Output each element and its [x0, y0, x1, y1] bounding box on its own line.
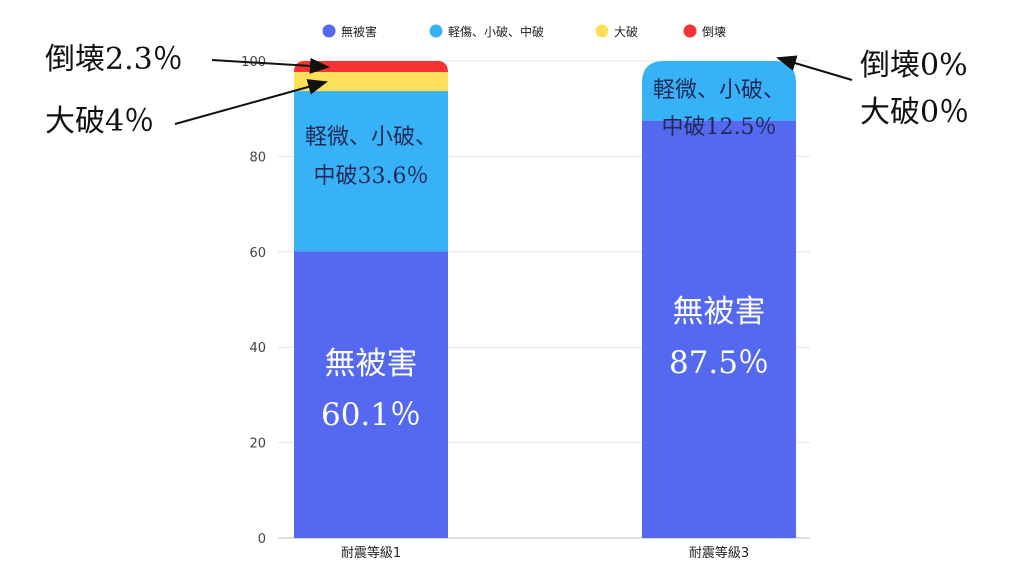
bars	[294, 61, 796, 538]
y-axis: 020406080100	[241, 55, 266, 547]
segment-label: 中破33.6％	[314, 164, 429, 189]
x-axis: 耐震等級1 耐震等級3	[341, 545, 749, 561]
callout-label: 倒壊2.3％	[45, 42, 183, 77]
y-tick-label: 0	[258, 532, 266, 547]
segment-label: 中破12.5％	[662, 115, 777, 140]
bar-segment	[642, 61, 796, 121]
callouts: 倒壊2.3％ 大破4％ 倒壊0% 大破0％	[45, 42, 969, 139]
callout-label: 大破4％	[45, 104, 154, 139]
segment-label: 軽微、小破、	[305, 125, 437, 150]
bar-segment	[294, 71, 448, 92]
legend: 無被害 軽傷、小破、中破 大破 倒壊	[322, 24, 726, 39]
y-tick-label: 20	[249, 437, 266, 452]
y-tick-label: 80	[249, 150, 266, 165]
segment-label: 無被害	[673, 294, 766, 330]
legend-label: 軽傷、小破、中破	[448, 24, 544, 39]
legend-marker	[429, 24, 443, 38]
bar-segment	[294, 61, 448, 72]
legend-marker	[595, 24, 609, 38]
legend-marker	[322, 24, 336, 38]
callout-arrow	[211, 57, 330, 74]
bar-segment	[294, 91, 448, 252]
bar-segment	[294, 251, 448, 538]
segment-label: 無被害	[325, 346, 418, 382]
legend-label: 無被害	[341, 24, 377, 39]
legend-marker	[683, 24, 697, 38]
x-category-label: 耐震等級1	[341, 545, 401, 561]
callout-arrow	[174, 79, 328, 125]
segment-label: 軽微、小破、	[653, 78, 785, 103]
x-category-label: 耐震等級3	[689, 545, 749, 561]
callout-arrow	[776, 55, 853, 81]
callout-label: 大破0％	[860, 95, 969, 130]
legend-label: 倒壊	[702, 25, 726, 39]
segment-label: 87.5％	[669, 345, 769, 381]
y-tick-label: 40	[249, 341, 266, 356]
segment-labels: 無被害60.1％軽微、小破、中破33.6％無被害87.5％軽微、小破、中破12.…	[305, 78, 785, 433]
segment-label: 60.1％	[321, 397, 421, 433]
bar-segment	[642, 120, 796, 538]
y-tick-label: 60	[249, 246, 266, 261]
callout-label: 倒壊0%	[860, 48, 968, 83]
legend-label: 大破	[614, 24, 638, 39]
